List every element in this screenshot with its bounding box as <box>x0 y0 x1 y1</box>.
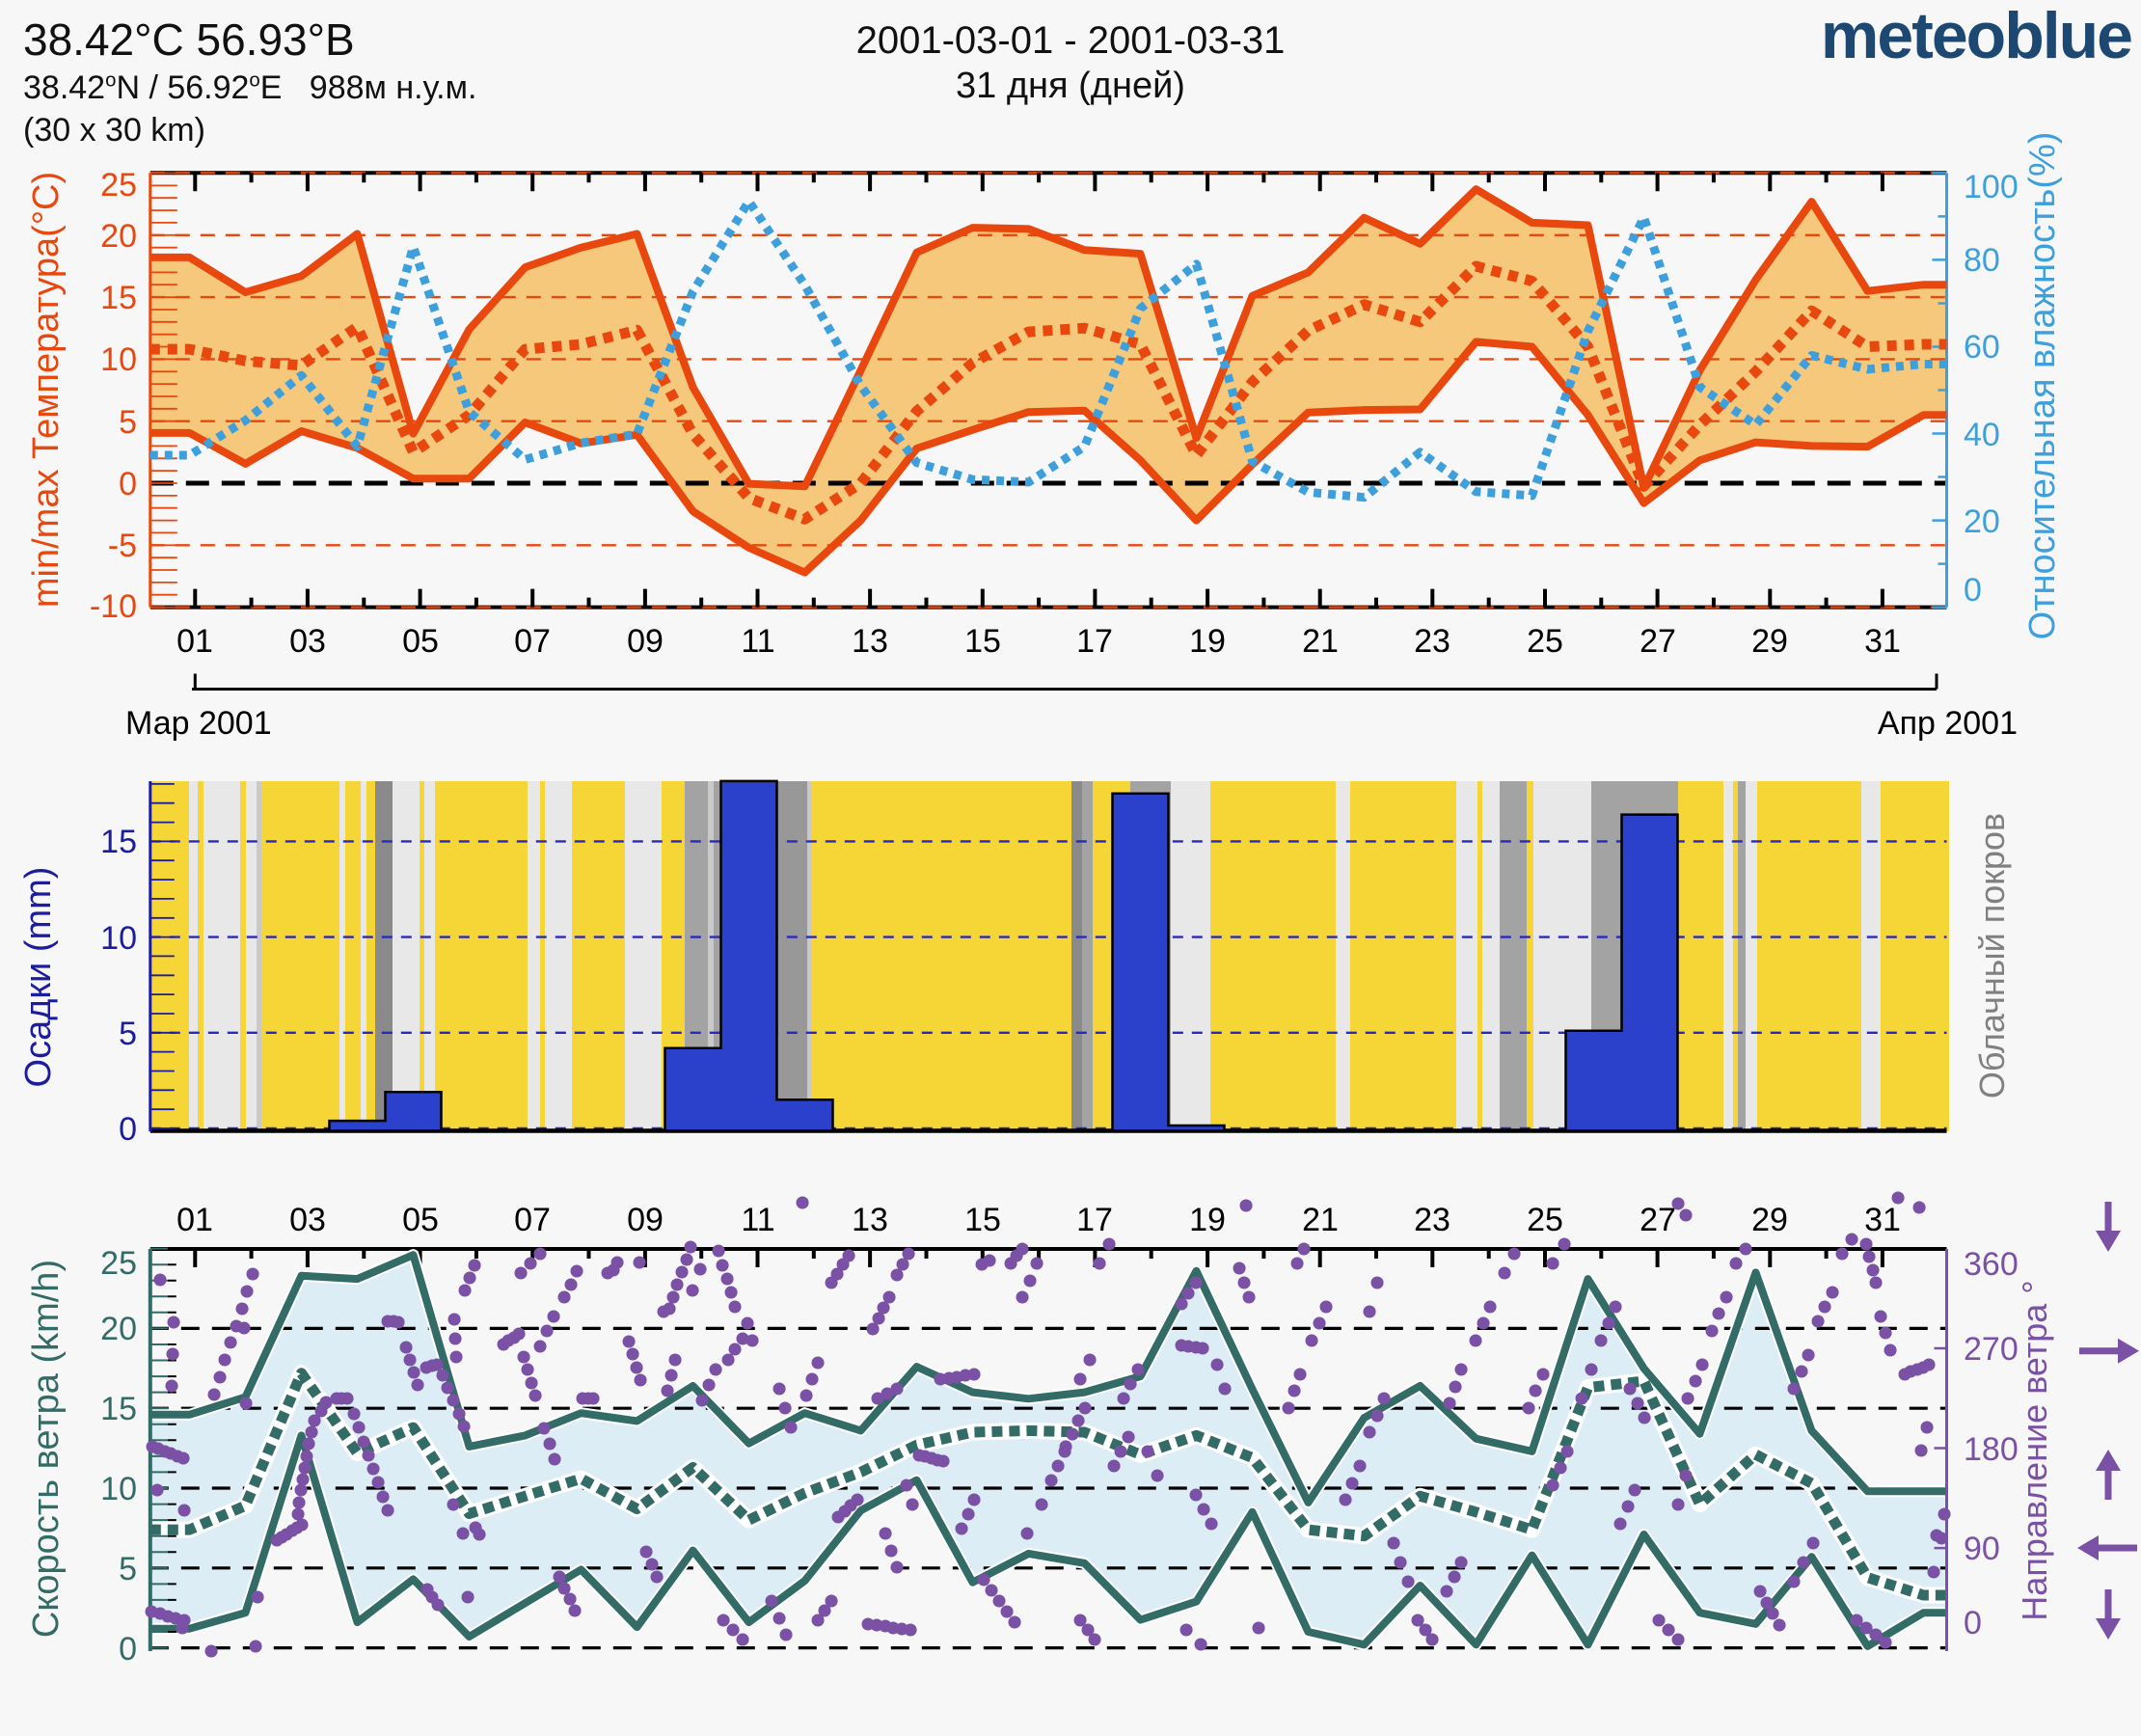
svg-text:09: 09 <box>627 623 664 660</box>
svg-text:20: 20 <box>100 218 137 255</box>
svg-text:25: 25 <box>100 167 137 203</box>
svg-text:10: 10 <box>100 920 137 957</box>
svg-text:5: 5 <box>119 1016 137 1052</box>
svg-text:15: 15 <box>964 623 1001 660</box>
svg-text:07: 07 <box>514 623 551 660</box>
svg-text:07: 07 <box>514 1202 551 1238</box>
svg-text:03: 03 <box>289 1202 326 1238</box>
svg-text:21: 21 <box>1302 1202 1339 1238</box>
svg-text:23: 23 <box>1414 1202 1450 1238</box>
svg-text:27: 27 <box>1640 623 1676 660</box>
svg-text:min/max Температура(°C): min/max Температура(°C) <box>26 172 67 608</box>
svg-text:40: 40 <box>1964 417 2000 453</box>
svg-text:180: 180 <box>1964 1431 2019 1468</box>
svg-text:01: 01 <box>176 623 213 660</box>
svg-text:25: 25 <box>1527 1202 1563 1238</box>
svg-text:90: 90 <box>1964 1531 2000 1567</box>
svg-text:Облачный покров: Облачный покров <box>1972 813 2012 1099</box>
svg-text:0: 0 <box>119 1631 137 1668</box>
svg-text:31: 31 <box>1864 1202 1901 1238</box>
svg-text:31: 31 <box>1864 623 1901 660</box>
svg-text:0: 0 <box>119 466 137 502</box>
svg-text:17: 17 <box>1076 1202 1113 1238</box>
svg-text:25: 25 <box>100 1245 137 1282</box>
svg-text:0: 0 <box>1964 1605 1982 1641</box>
svg-text:17: 17 <box>1076 623 1113 660</box>
svg-text:360: 360 <box>1964 1246 2019 1283</box>
svg-text:03: 03 <box>289 623 326 660</box>
svg-text:19: 19 <box>1189 1202 1226 1238</box>
svg-text:-10: -10 <box>90 588 137 625</box>
svg-text:27: 27 <box>1640 1202 1676 1238</box>
svg-text:13: 13 <box>852 623 888 660</box>
svg-text:25: 25 <box>1527 623 1563 660</box>
svg-text:21: 21 <box>1302 623 1339 660</box>
svg-text:10: 10 <box>100 1471 137 1507</box>
svg-text:29: 29 <box>1751 1202 1788 1238</box>
svg-text:5: 5 <box>119 404 137 441</box>
svg-text:0: 0 <box>1964 572 1982 609</box>
svg-text:15: 15 <box>100 280 137 316</box>
svg-text:15: 15 <box>100 1391 137 1427</box>
svg-text:80: 80 <box>1964 242 2000 279</box>
svg-text:15: 15 <box>100 824 137 860</box>
svg-text:23: 23 <box>1414 623 1450 660</box>
svg-text:5: 5 <box>119 1551 137 1587</box>
svg-text:0: 0 <box>119 1111 137 1148</box>
svg-text:Осадки (mm): Осадки (mm) <box>18 867 59 1088</box>
svg-text:270: 270 <box>1964 1331 2019 1368</box>
svg-text:100: 100 <box>1964 169 2019 205</box>
svg-text:13: 13 <box>852 1202 888 1238</box>
svg-text:Скорость ветра (km/h): Скорость ветра (km/h) <box>26 1260 67 1638</box>
svg-text:Направление ветра °: Направление ветра ° <box>2015 1280 2054 1620</box>
svg-text:15: 15 <box>964 1202 1001 1238</box>
svg-text:60: 60 <box>1964 329 2000 366</box>
svg-text:Мар 2001: Мар 2001 <box>125 705 272 742</box>
svg-text:Относительная влажность(%): Относительная влажность(%) <box>2022 132 2063 640</box>
svg-text:19: 19 <box>1189 623 1226 660</box>
svg-text:11: 11 <box>741 623 774 660</box>
svg-text:01: 01 <box>176 1202 213 1238</box>
svg-text:-5: -5 <box>108 528 137 564</box>
svg-text:11: 11 <box>741 1202 774 1238</box>
svg-text:20: 20 <box>1964 503 2000 540</box>
svg-text:Апр 2001: Апр 2001 <box>1878 705 2018 742</box>
svg-text:05: 05 <box>402 1202 439 1238</box>
svg-text:10: 10 <box>100 341 137 378</box>
svg-text:20: 20 <box>100 1311 137 1347</box>
svg-text:09: 09 <box>627 1202 664 1238</box>
svg-text:29: 29 <box>1751 623 1788 660</box>
svg-text:05: 05 <box>402 623 439 660</box>
